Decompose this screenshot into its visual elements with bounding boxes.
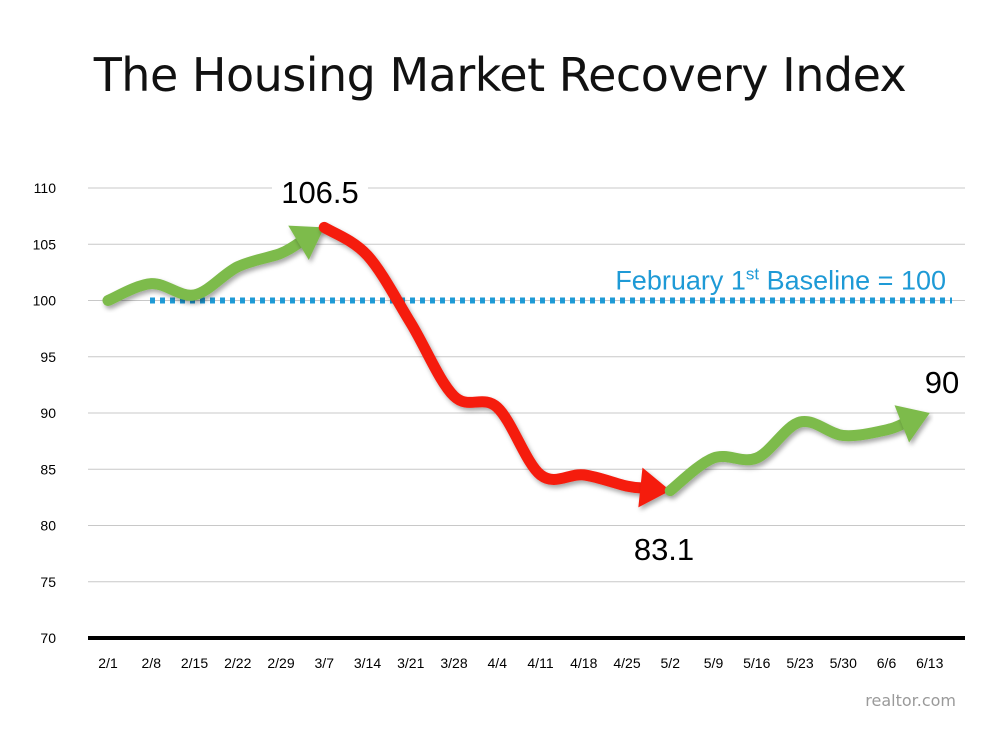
- y-tick-label: 95: [40, 349, 56, 365]
- y-tick-label: 105: [33, 236, 57, 252]
- x-tick-label: 5/9: [704, 655, 724, 671]
- x-tick-label: 2/8: [142, 655, 162, 671]
- baseline-label: February 1st Baseline = 100: [615, 265, 946, 296]
- x-tick-label: 4/4: [488, 655, 508, 671]
- x-tick-label: 4/11: [527, 655, 553, 671]
- y-tick-label: 110: [34, 180, 57, 196]
- y-tick-label: 70: [40, 630, 56, 646]
- y-tick-labels: 110 105 100 95 90 85 80 75 70: [33, 180, 57, 646]
- y-tick-label: 90: [40, 405, 56, 421]
- series-segment-down: [318, 221, 652, 494]
- series-arrowhead-up: [288, 225, 325, 260]
- x-tick-label: 3/21: [397, 655, 424, 671]
- annotations: 106.5 83.1 90: [272, 173, 959, 570]
- x-tick-label: 2/22: [224, 655, 251, 671]
- x-tick-label: 5/2: [661, 655, 681, 671]
- peak-value-label: 106.5: [281, 175, 359, 210]
- x-tick-label: 2/1: [98, 655, 118, 671]
- x-tick-labels: 2/1 2/8 2/15 2/22 2/29 3/7 3/14 3/21 3/28 4/4 4/11…: [98, 655, 943, 671]
- x-tick-label: 6/13: [916, 655, 943, 671]
- x-tick-label: 6/6: [877, 655, 897, 671]
- x-tick-label: 5/30: [830, 655, 857, 671]
- low-value-label-bg: [616, 530, 712, 570]
- end-value-label: 90: [925, 365, 959, 400]
- x-tick-label: 2/29: [267, 655, 294, 671]
- y-tick-label: 80: [40, 518, 56, 534]
- y-tick-label: 85: [40, 461, 56, 477]
- series-segment-up: [664, 415, 913, 497]
- y-tick-label: 100: [33, 293, 57, 309]
- x-tick-label: 4/25: [613, 655, 640, 671]
- grid-lines: [88, 187, 965, 640]
- x-tick-label: 3/28: [440, 655, 467, 671]
- peak-value-label-bg: [272, 173, 368, 213]
- baseline-layer: February 1st Baseline = 100: [150, 265, 952, 304]
- series-arrowhead-up: [894, 405, 930, 443]
- y-tick-label: 75: [40, 574, 56, 590]
- series-segment-up: [102, 234, 310, 306]
- x-tick-label: 5/23: [786, 655, 813, 671]
- x-tick-label: 5/16: [743, 655, 770, 671]
- x-tick-label: 3/7: [315, 655, 335, 671]
- chart-title: The Housing Market Recovery Index: [93, 48, 907, 102]
- series-line: [102, 221, 930, 508]
- x-tick-label: 2/15: [181, 655, 208, 671]
- x-tick-label: 4/18: [570, 655, 597, 671]
- x-tick-label: 3/14: [354, 655, 381, 671]
- series-arrowhead-down: [638, 467, 671, 508]
- low-value-label: 83.1: [634, 532, 694, 567]
- source-credit: realtor.com: [865, 691, 956, 710]
